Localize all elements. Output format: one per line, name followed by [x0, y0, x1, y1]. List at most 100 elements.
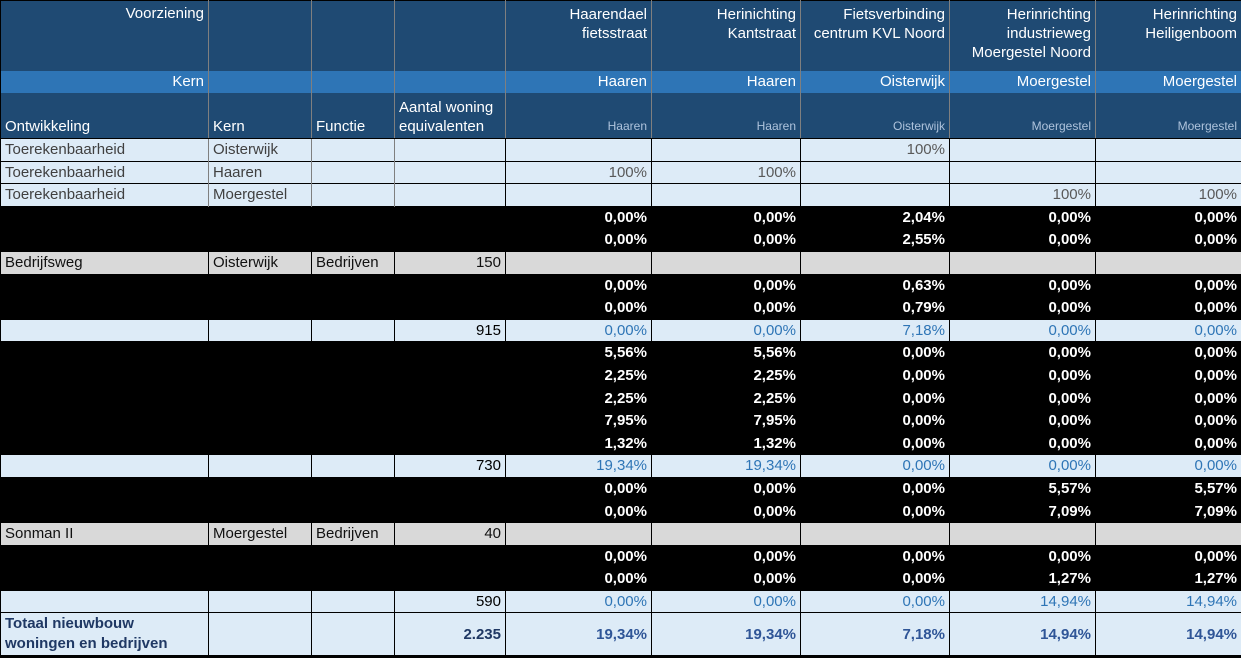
cell-functie[interactable] [312, 274, 395, 297]
cell-value-4[interactable] [1096, 161, 1241, 184]
cell-ontwikkeling[interactable] [1, 545, 209, 568]
column-header-kern[interactable]: Kern [209, 93, 312, 139]
cell-value-0[interactable] [506, 523, 652, 546]
cell-value-1[interactable]: 0,00% [652, 500, 801, 523]
cell-aantal[interactable] [395, 274, 506, 297]
cell-ontwikkeling[interactable] [1, 590, 209, 613]
cell-ontwikkeling[interactable] [1, 432, 209, 455]
cell-functie[interactable]: Bedrijven [312, 251, 395, 274]
cell-functie[interactable] [312, 545, 395, 568]
cell-value-0[interactable] [506, 251, 652, 274]
cell-kern[interactable] [209, 364, 312, 387]
cell-value-0[interactable]: 1,32% [506, 432, 652, 455]
cell-kern[interactable]: Oisterwijk [209, 139, 312, 162]
column-header-kern-small[interactable]: Moergestel [950, 93, 1096, 139]
header-cell-empty[interactable] [312, 71, 395, 93]
cell-value-4[interactable] [1096, 251, 1241, 274]
column-header-aantal-woningequivalenten[interactable]: Aantal woning equivalenten [395, 93, 506, 139]
cell-kern[interactable] [209, 590, 312, 613]
cell-kern[interactable] [209, 545, 312, 568]
cell-functie[interactable] [312, 387, 395, 410]
cell-value-1[interactable]: 0,00% [652, 297, 801, 320]
cell-value-4[interactable]: 0,00% [1096, 229, 1241, 252]
cell-value-4[interactable]: 0,00% [1096, 410, 1241, 433]
cell-value-0[interactable]: 2,25% [506, 387, 652, 410]
cell-value-1[interactable]: 100% [652, 161, 801, 184]
cell-functie[interactable]: Bedrijven [312, 523, 395, 546]
column-header-kern-small[interactable]: Haaren [506, 93, 652, 139]
cell-ontwikkeling[interactable] [1, 477, 209, 500]
cell-value-3[interactable]: 5,57% [950, 477, 1096, 500]
cell-ontwikkeling[interactable] [1, 297, 209, 320]
project-header-industrieweg-moergestel-noord[interactable]: Herinrichting industrieweg Moergestel No… [950, 1, 1096, 72]
cell-value-4[interactable]: 0,00% [1096, 342, 1241, 365]
cell-ontwikkeling[interactable] [1, 229, 209, 252]
project-header-fietsverbinding-kvl-noord[interactable]: Fietsverbinding centrum KVL Noord [801, 1, 950, 72]
cell-functie[interactable] [312, 319, 395, 342]
cell-functie[interactable] [312, 206, 395, 229]
cell-value-1[interactable] [652, 139, 801, 162]
cell-functie[interactable] [312, 590, 395, 613]
cell-value-2[interactable]: 0,00% [801, 545, 950, 568]
cell-value-2[interactable] [801, 523, 950, 546]
cell-value-3[interactable]: 0,00% [950, 319, 1096, 342]
cell-value-2[interactable] [801, 251, 950, 274]
column-header-kern-small[interactable]: Oisterwijk [801, 93, 950, 139]
cell-kern[interactable]: Oisterwijk [209, 251, 312, 274]
cell-aantal[interactable] [395, 229, 506, 252]
cell-functie[interactable] [312, 364, 395, 387]
cell-ontwikkeling[interactable]: Toerekenbaarheid [1, 184, 209, 207]
cell-value-4[interactable]: 1,27% [1096, 568, 1241, 591]
total-value-cell[interactable]: 19,34% [506, 613, 652, 657]
cell-aantal[interactable] [395, 206, 506, 229]
cell-value-1[interactable]: 0,00% [652, 319, 801, 342]
cell-functie[interactable] [312, 342, 395, 365]
cell-aantal[interactable] [395, 139, 506, 162]
cell-kern[interactable] [209, 613, 312, 657]
cell-aantal[interactable]: 40 [395, 523, 506, 546]
column-header-ontwikkeling[interactable]: Ontwikkeling [1, 93, 209, 139]
total-value-cell[interactable]: 14,94% [950, 613, 1096, 657]
cell-value-2[interactable]: 0,00% [801, 568, 950, 591]
cell-value-1[interactable]: 0,00% [652, 545, 801, 568]
cell-value-3[interactable]: 0,00% [950, 545, 1096, 568]
cell-ontwikkeling[interactable]: Sonman II [1, 523, 209, 546]
cell-aantal[interactable] [395, 342, 506, 365]
cell-value-3[interactable] [950, 251, 1096, 274]
cell-value-1[interactable]: 0,00% [652, 229, 801, 252]
project-header-heiligenboom[interactable]: Herinrichting Heiligenboom [1096, 1, 1241, 72]
cell-functie[interactable] [312, 297, 395, 320]
cell-value-4[interactable]: 0,00% [1096, 206, 1241, 229]
cell-aantal[interactable] [395, 387, 506, 410]
header-cell-empty[interactable] [209, 1, 312, 72]
cell-value-3[interactable]: 0,00% [950, 410, 1096, 433]
cell-value-0[interactable]: 100% [506, 161, 652, 184]
total-value-cell[interactable]: 7,18% [801, 613, 950, 657]
cell-ontwikkeling[interactable]: Bedrijfsweg [1, 251, 209, 274]
cell-kern[interactable] [209, 432, 312, 455]
cell-value-2[interactable]: 2,04% [801, 206, 950, 229]
cell-kern[interactable] [209, 477, 312, 500]
cell-value-1[interactable] [652, 184, 801, 207]
cell-ontwikkeling[interactable] [1, 274, 209, 297]
cell-value-0[interactable]: 19,34% [506, 455, 652, 478]
project-header-herinichting-kantstraat[interactable]: Herinichting Kantstraat [652, 1, 801, 72]
cell-value-4[interactable]: 0,00% [1096, 387, 1241, 410]
cell-ontwikkeling[interactable] [1, 342, 209, 365]
cell-value-0[interactable]: 0,00% [506, 206, 652, 229]
cell-value-4[interactable]: 0,00% [1096, 455, 1241, 478]
cell-functie[interactable] [312, 568, 395, 591]
header-cell-empty[interactable] [395, 71, 506, 93]
cell-value-3[interactable]: 0,00% [950, 274, 1096, 297]
cell-ontwikkeling[interactable]: Toerekenbaarheid [1, 161, 209, 184]
cell-functie[interactable] [312, 455, 395, 478]
cell-aantal[interactable]: 150 [395, 251, 506, 274]
cell-value-2[interactable]: 0,00% [801, 455, 950, 478]
cell-kern[interactable]: Haaren [209, 161, 312, 184]
cell-value-4[interactable]: 0,00% [1096, 319, 1241, 342]
cell-kern[interactable] [209, 206, 312, 229]
cell-kern[interactable] [209, 319, 312, 342]
cell-ontwikkeling[interactable] [1, 410, 209, 433]
cell-value-1[interactable] [652, 251, 801, 274]
cell-value-4[interactable]: 14,94% [1096, 590, 1241, 613]
